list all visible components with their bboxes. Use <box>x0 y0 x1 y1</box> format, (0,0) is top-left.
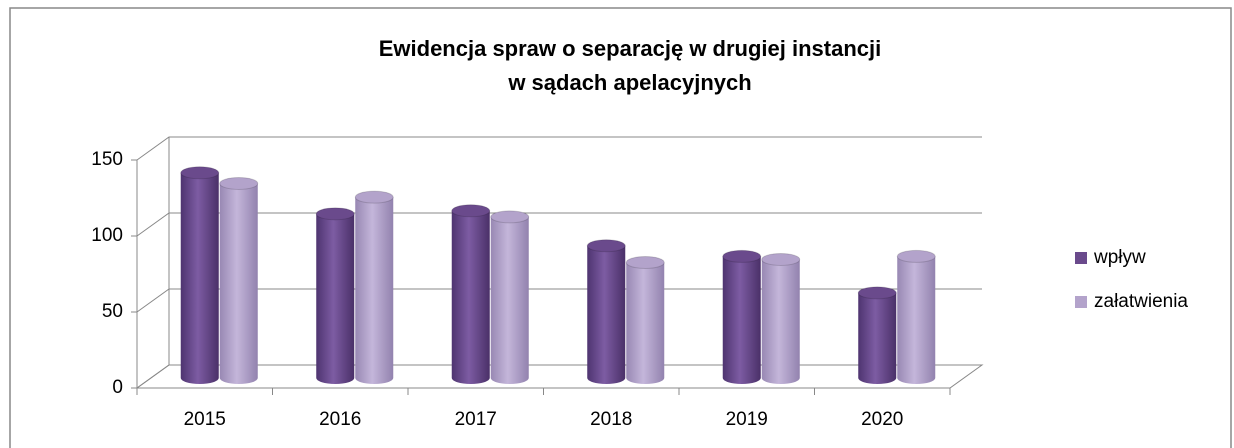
bar-part <box>316 213 355 384</box>
bar-part <box>355 197 394 384</box>
bar <box>857 286 897 384</box>
grid-line <box>136 288 982 313</box>
bar-part <box>180 172 219 384</box>
bar <box>180 166 220 384</box>
bar-part <box>586 239 626 253</box>
bar-part <box>219 183 258 384</box>
bar <box>722 249 762 384</box>
y-tick-label: 150 <box>91 149 123 170</box>
bar-part <box>625 255 665 269</box>
bar-part <box>490 210 530 224</box>
x-tick-label: 2017 <box>455 409 497 430</box>
grid-line <box>136 136 982 161</box>
bar-part <box>896 249 936 263</box>
y-tick-label: 50 <box>102 301 123 322</box>
y-tick-label: 100 <box>91 225 123 246</box>
bar-part <box>858 292 897 384</box>
bar-part <box>722 256 761 384</box>
bar-part <box>857 286 897 300</box>
y-tick-label: 0 <box>112 377 123 398</box>
bar-part <box>761 252 801 266</box>
bar-part <box>451 210 490 384</box>
bar-part <box>897 256 936 384</box>
chart-title: Ewidencja spraw o separację w drugiej in… <box>379 36 882 61</box>
chart-title: w sądach apelacyjnych <box>507 70 751 95</box>
bar-part <box>219 176 259 190</box>
x-tick-label: 2016 <box>319 409 361 430</box>
x-tick-label: 2020 <box>861 409 903 430</box>
bar-part <box>722 249 762 263</box>
bar-part <box>490 216 529 384</box>
bar <box>451 204 491 384</box>
bar <box>315 207 355 384</box>
bar-part <box>315 207 355 221</box>
grid-line <box>136 212 982 237</box>
legend-label: załatwienia <box>1094 291 1188 312</box>
bar <box>586 239 626 384</box>
bar-part <box>180 166 220 180</box>
bar-part <box>451 204 491 218</box>
x-tick-label: 2019 <box>726 409 768 430</box>
bar <box>219 176 259 384</box>
bar-part <box>761 259 800 384</box>
legend-label: wpływ <box>1093 247 1146 268</box>
bar-part <box>626 262 665 384</box>
bar <box>896 249 936 384</box>
legend-swatch <box>1075 252 1087 264</box>
bar <box>761 252 801 384</box>
bar-part <box>587 245 626 384</box>
grid-line <box>136 364 982 389</box>
legend-swatch <box>1075 296 1087 308</box>
x-tick-label: 2018 <box>590 409 632 430</box>
bar <box>490 210 530 384</box>
x-tick-label: 2015 <box>184 409 226 430</box>
bar-part <box>354 190 394 204</box>
bar <box>354 190 394 384</box>
bar <box>625 255 665 384</box>
